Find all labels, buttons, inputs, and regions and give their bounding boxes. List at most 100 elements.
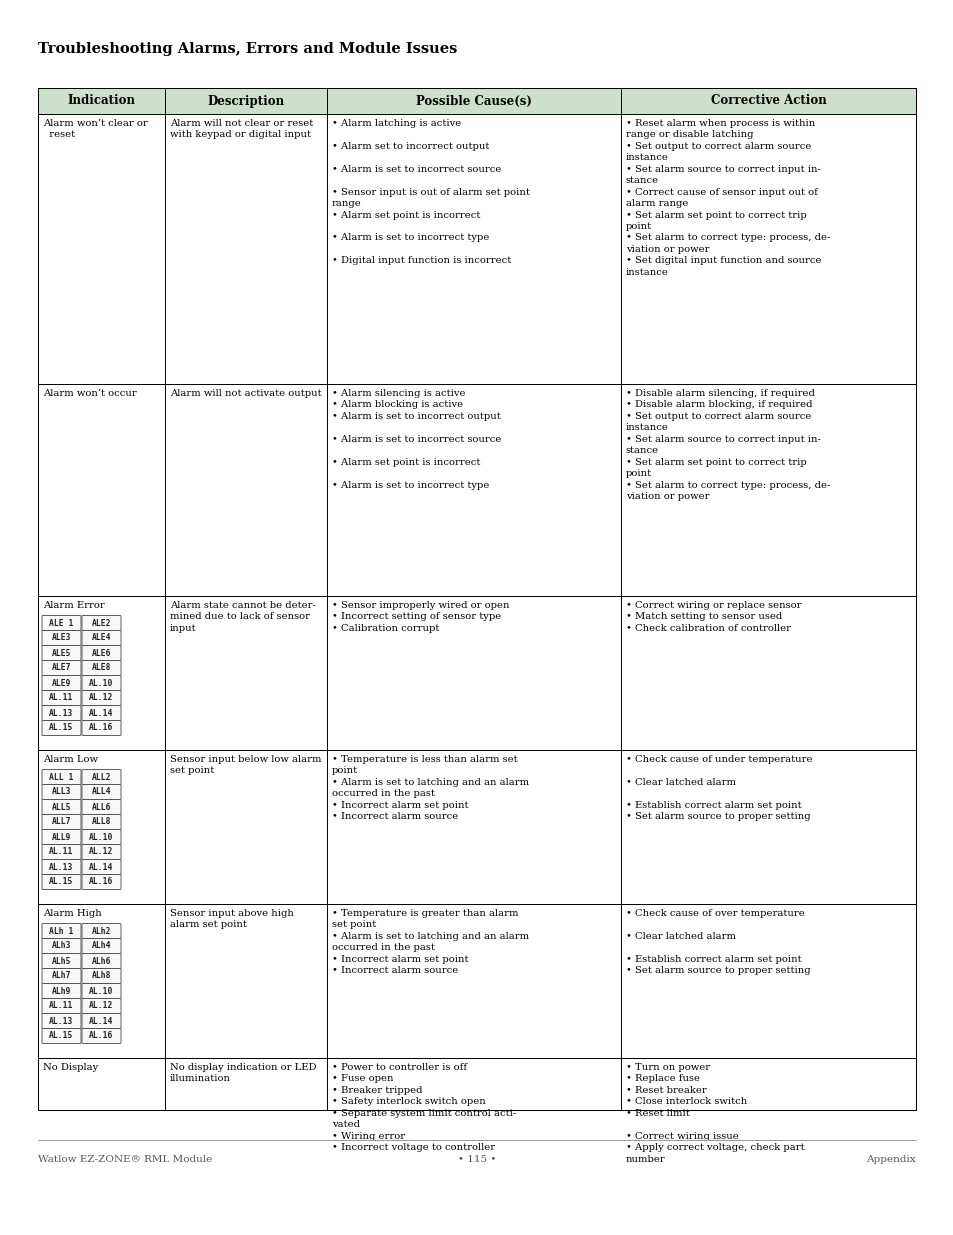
FancyBboxPatch shape (82, 953, 121, 968)
Text: Alarm will not activate output: Alarm will not activate output (170, 389, 321, 398)
FancyBboxPatch shape (42, 661, 81, 676)
Text: ALh9: ALh9 (51, 987, 71, 995)
Text: No Display: No Display (43, 1063, 98, 1072)
Text: ALE5: ALE5 (51, 648, 71, 657)
Text: ALh2: ALh2 (91, 926, 112, 935)
Text: • Alarm silencing is active
• Alarm blocking is active
• Alarm is set to incorre: • Alarm silencing is active • Alarm bloc… (332, 389, 501, 489)
Text: ALh5: ALh5 (51, 956, 71, 966)
Text: AL.13: AL.13 (50, 709, 73, 718)
FancyBboxPatch shape (42, 999, 81, 1014)
Bar (38, 904, 915, 1058)
Text: • Turn on power
• Replace fuse
• Reset breaker
• Close interlock switch
• Reset : • Turn on power • Replace fuse • Reset b… (625, 1063, 803, 1163)
FancyBboxPatch shape (42, 784, 81, 799)
FancyBboxPatch shape (42, 615, 81, 631)
Text: Watlow EZ-ZONE® RML Module: Watlow EZ-ZONE® RML Module (38, 1155, 212, 1165)
Bar (38, 597, 915, 750)
Text: ALL4: ALL4 (91, 788, 112, 797)
Text: • Sensor improperly wired or open
• Incorrect setting of sensor type
• Calibrati: • Sensor improperly wired or open • Inco… (332, 601, 509, 632)
Text: • Temperature is less than alarm set
point
• Alarm is set to latching and an ala: • Temperature is less than alarm set poi… (332, 755, 529, 821)
FancyBboxPatch shape (42, 968, 81, 983)
FancyBboxPatch shape (42, 720, 81, 736)
Text: • Correct wiring or replace sensor
• Match setting to sensor used
• Check calibr: • Correct wiring or replace sensor • Mat… (625, 601, 801, 632)
FancyBboxPatch shape (82, 661, 121, 676)
FancyBboxPatch shape (82, 1029, 121, 1044)
Text: AL.11: AL.11 (50, 694, 73, 703)
Bar (38, 88, 915, 114)
Text: AL.15: AL.15 (50, 878, 73, 887)
FancyBboxPatch shape (82, 939, 121, 953)
Text: AL.14: AL.14 (90, 709, 113, 718)
Text: AL.16: AL.16 (90, 878, 113, 887)
FancyBboxPatch shape (82, 784, 121, 799)
FancyBboxPatch shape (42, 631, 81, 646)
Text: Description: Description (207, 95, 284, 107)
Text: Sensor input above high
alarm set point: Sensor input above high alarm set point (170, 909, 294, 930)
Bar (38, 114, 915, 384)
FancyBboxPatch shape (42, 769, 81, 784)
FancyBboxPatch shape (82, 874, 121, 889)
Text: Alarm state cannot be deter-
mined due to lack of sensor
input: Alarm state cannot be deter- mined due t… (170, 601, 315, 632)
Text: • Alarm latching is active

• Alarm set to incorrect output

• Alarm is set to i: • Alarm latching is active • Alarm set t… (332, 119, 529, 266)
FancyBboxPatch shape (42, 690, 81, 705)
Text: ALh4: ALh4 (91, 941, 112, 951)
Text: Troubleshooting Alarms, Errors and Module Issues: Troubleshooting Alarms, Errors and Modul… (38, 42, 456, 56)
Text: AL.15: AL.15 (50, 1031, 73, 1041)
FancyBboxPatch shape (82, 815, 121, 830)
Text: ALL 1: ALL 1 (50, 773, 73, 782)
Text: • Power to controller is off
• Fuse open
• Breaker tripped
• Safety interlock sw: • Power to controller is off • Fuse open… (332, 1063, 516, 1152)
FancyBboxPatch shape (42, 705, 81, 720)
Text: ALL6: ALL6 (91, 803, 112, 811)
Text: AL.10: AL.10 (90, 678, 113, 688)
Text: ALE8: ALE8 (91, 663, 112, 673)
FancyBboxPatch shape (82, 845, 121, 860)
Text: AL.14: AL.14 (90, 1016, 113, 1025)
Text: AL.16: AL.16 (90, 724, 113, 732)
Bar (38, 1058, 915, 1110)
Text: ALL3: ALL3 (51, 788, 71, 797)
Text: No display indication or LED
illumination: No display indication or LED illuminatio… (170, 1063, 316, 1083)
Text: AL.12: AL.12 (90, 847, 113, 857)
Text: Possible Cause(s): Possible Cause(s) (416, 95, 532, 107)
Text: Alarm won’t occur: Alarm won’t occur (43, 389, 136, 398)
Text: ALE9: ALE9 (51, 678, 71, 688)
Text: ALL7: ALL7 (51, 818, 71, 826)
Text: ALh7: ALh7 (51, 972, 71, 981)
FancyBboxPatch shape (42, 860, 81, 874)
FancyBboxPatch shape (82, 1014, 121, 1029)
Text: ALE2: ALE2 (91, 619, 112, 627)
FancyBboxPatch shape (82, 690, 121, 705)
FancyBboxPatch shape (82, 631, 121, 646)
Text: • Disable alarm silencing, if required
• Disable alarm blocking, if required
• S: • Disable alarm silencing, if required •… (625, 389, 829, 501)
FancyBboxPatch shape (42, 953, 81, 968)
Text: AL.14: AL.14 (90, 862, 113, 872)
Text: ALE4: ALE4 (91, 634, 112, 642)
Bar (38, 750, 915, 904)
Text: ALL2: ALL2 (91, 773, 112, 782)
FancyBboxPatch shape (42, 676, 81, 690)
Text: Alarm Low: Alarm Low (43, 755, 98, 764)
Text: ALE3: ALE3 (51, 634, 71, 642)
Text: • Temperature is greater than alarm
set point
• Alarm is set to latching and an : • Temperature is greater than alarm set … (332, 909, 529, 976)
Text: AL.15: AL.15 (50, 724, 73, 732)
Text: AL.11: AL.11 (50, 847, 73, 857)
FancyBboxPatch shape (82, 924, 121, 939)
Text: AL.12: AL.12 (90, 1002, 113, 1010)
Text: Alarm won’t clear or
  reset: Alarm won’t clear or reset (43, 119, 148, 140)
Text: AL.16: AL.16 (90, 1031, 113, 1041)
Text: AL.10: AL.10 (90, 832, 113, 841)
FancyBboxPatch shape (42, 799, 81, 815)
FancyBboxPatch shape (42, 939, 81, 953)
FancyBboxPatch shape (42, 830, 81, 845)
Text: ALE6: ALE6 (91, 648, 112, 657)
Text: ALL8: ALL8 (91, 818, 112, 826)
Text: ALh3: ALh3 (51, 941, 71, 951)
Text: ALL9: ALL9 (51, 832, 71, 841)
Text: AL.12: AL.12 (90, 694, 113, 703)
FancyBboxPatch shape (82, 676, 121, 690)
Text: ALh 1: ALh 1 (50, 926, 73, 935)
Text: Alarm High: Alarm High (43, 909, 102, 918)
FancyBboxPatch shape (82, 999, 121, 1014)
FancyBboxPatch shape (42, 983, 81, 999)
FancyBboxPatch shape (42, 1014, 81, 1029)
Text: ALL5: ALL5 (51, 803, 71, 811)
